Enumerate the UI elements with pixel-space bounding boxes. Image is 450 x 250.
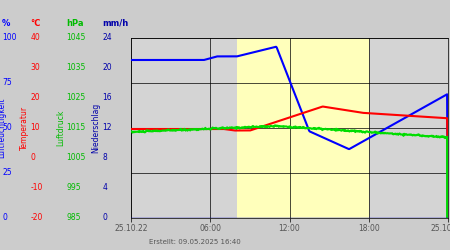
Text: -20: -20 xyxy=(31,213,43,222)
Text: 1045: 1045 xyxy=(67,33,86,42)
Text: Niederschlag: Niederschlag xyxy=(91,102,100,152)
Text: 995: 995 xyxy=(67,183,81,192)
Text: 100: 100 xyxy=(2,33,17,42)
Text: 4: 4 xyxy=(103,183,108,192)
Text: %: % xyxy=(2,18,11,28)
Text: 75: 75 xyxy=(2,78,12,87)
Text: 1035: 1035 xyxy=(67,63,86,72)
Text: 8: 8 xyxy=(103,153,108,162)
Text: hPa: hPa xyxy=(67,18,84,28)
Text: -10: -10 xyxy=(31,183,43,192)
Text: °C: °C xyxy=(31,18,41,28)
Text: 0: 0 xyxy=(2,213,7,222)
Bar xyxy=(237,38,369,218)
Text: mm/h: mm/h xyxy=(103,18,129,28)
Text: 12: 12 xyxy=(103,123,112,132)
Text: 10: 10 xyxy=(31,123,40,132)
Text: Luftfeuchtigkeit: Luftfeuchtigkeit xyxy=(0,97,6,158)
Text: 16: 16 xyxy=(103,93,112,102)
Text: 0: 0 xyxy=(31,153,36,162)
Text: 24: 24 xyxy=(103,33,112,42)
Text: 50: 50 xyxy=(2,123,12,132)
Text: 25: 25 xyxy=(2,168,12,177)
Text: 985: 985 xyxy=(67,213,81,222)
Text: 30: 30 xyxy=(31,63,40,72)
Text: Luftdruck: Luftdruck xyxy=(56,109,65,146)
Text: 1015: 1015 xyxy=(67,123,86,132)
Text: 20: 20 xyxy=(103,63,112,72)
Text: 20: 20 xyxy=(31,93,40,102)
Text: 40: 40 xyxy=(31,33,40,42)
Text: 1005: 1005 xyxy=(67,153,86,162)
Text: 0: 0 xyxy=(103,213,108,222)
Text: Erstellt: 09.05.2025 16:40: Erstellt: 09.05.2025 16:40 xyxy=(149,239,241,245)
Text: Temperatur: Temperatur xyxy=(20,106,29,150)
Text: 1025: 1025 xyxy=(67,93,86,102)
